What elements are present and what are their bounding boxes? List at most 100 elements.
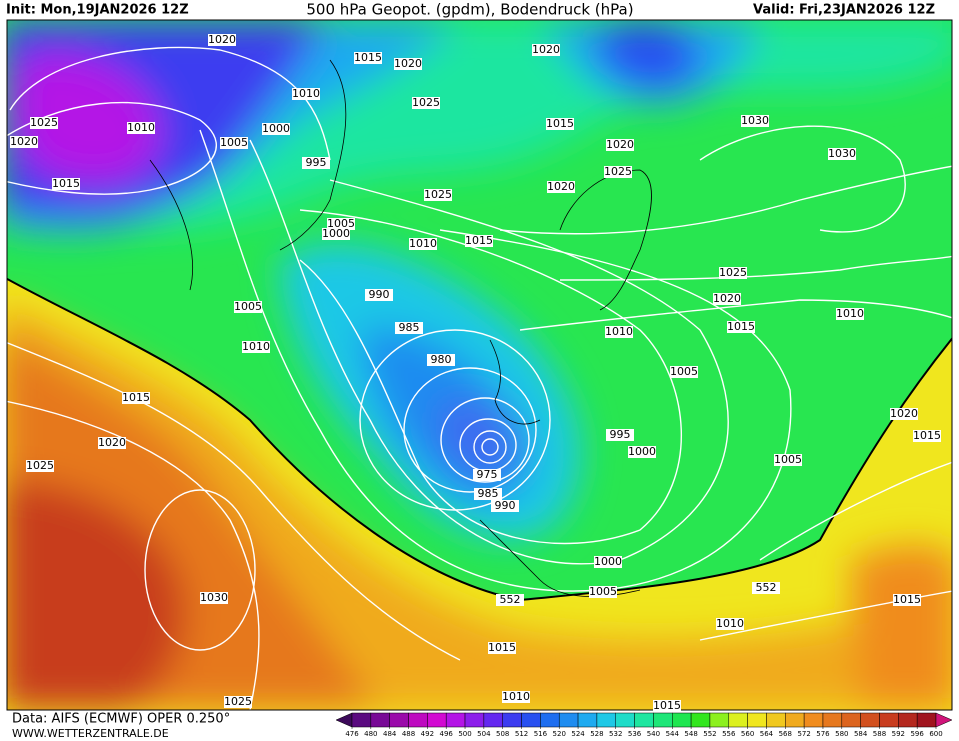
- colorbar-tick-label: 540: [647, 730, 660, 738]
- label-box: [327, 218, 355, 230]
- isobar-label: 1020: [208, 33, 236, 46]
- isobar-label: 1005: [774, 453, 802, 466]
- colorbar-box: [351, 712, 372, 728]
- colorbar-box: [408, 712, 428, 728]
- colorbar-box: [577, 712, 598, 728]
- label-box: [242, 341, 270, 353]
- isobar-label: 552: [756, 581, 777, 594]
- map-frame: [6, 19, 953, 711]
- isobar-label: 975: [477, 468, 498, 481]
- label-box: [606, 429, 634, 441]
- isobar-label: 1005: [589, 585, 617, 598]
- colorbar-tick-label: 556: [722, 730, 736, 738]
- colorbar-box: [841, 712, 861, 728]
- label-box: [488, 642, 516, 654]
- label-box: [409, 238, 437, 250]
- colorbar-box: [483, 712, 503, 728]
- isobar-label: 1020: [10, 135, 38, 148]
- label-box: [491, 500, 519, 512]
- isobars: [7, 46, 952, 710]
- isobar-label: 1030: [828, 147, 856, 160]
- isobar-label: 1030: [741, 114, 769, 127]
- label-box: [719, 267, 747, 279]
- colorbar-box: [785, 712, 805, 728]
- colorbar-tick-label: 504: [477, 730, 491, 738]
- label-box: [473, 469, 501, 481]
- isobar-label: 1000: [594, 555, 622, 568]
- isobar-label: 1025: [30, 116, 58, 129]
- colorbar-box: [596, 712, 616, 728]
- label-box: [893, 594, 921, 606]
- colorbar-tick-label: 508: [496, 730, 509, 738]
- isobar-label: 1030: [200, 591, 228, 604]
- label-box: [713, 293, 741, 305]
- label-box: [496, 594, 524, 606]
- map-field: [7, 20, 952, 710]
- colorbar-tick-label: 600: [929, 730, 942, 738]
- label-box: [220, 137, 248, 149]
- label-box: [670, 366, 698, 378]
- colorbar-tick-label: 568: [779, 730, 792, 738]
- colorbar-tick-label: 532: [609, 730, 622, 738]
- colorbar-box: [728, 712, 748, 728]
- colorbar-box: [747, 712, 767, 728]
- colorbar-box: [672, 712, 692, 728]
- colorbar-tick-label: 488: [402, 730, 415, 738]
- isobar-label: 1025: [604, 165, 632, 178]
- isobar-label: 1015: [546, 117, 574, 130]
- colorbar-box: [464, 712, 485, 728]
- label-box: [394, 58, 422, 70]
- isobar-label: 990: [495, 499, 516, 512]
- isobar-label: 985: [478, 487, 499, 500]
- isobar-label: 1010: [292, 87, 320, 100]
- isobar-label: 1025: [719, 266, 747, 279]
- isobar-label: 980: [431, 353, 452, 366]
- isobar-label: 1015: [354, 51, 382, 64]
- colorbar-box: [540, 712, 560, 728]
- isobar-label: 1015: [488, 641, 516, 654]
- label-box: [727, 321, 755, 333]
- colorbar-end: [335, 712, 353, 728]
- map-title: 500 hPa Geopot. (gpdm), Bodendruck (hPa): [306, 1, 633, 19]
- label-box: [836, 308, 864, 320]
- colorbar-box: [615, 712, 635, 728]
- colorbar-tick-label: 500: [458, 730, 471, 738]
- colorbar-box: [898, 712, 918, 728]
- label-box: [208, 34, 236, 46]
- isobar-label: 1025: [412, 96, 440, 109]
- colorbar-box: [370, 712, 390, 728]
- label-box: [474, 488, 502, 500]
- init-time: Init: Mon,19JAN2026 12Z: [6, 3, 189, 18]
- colorbar-tick-label: 596: [910, 730, 924, 738]
- colorbar-box: [822, 712, 843, 728]
- colorbar-tick-label: 484: [383, 730, 397, 738]
- isobar-label: 1010: [409, 237, 437, 250]
- colorbar-tick-label: 524: [571, 730, 585, 738]
- colorbar-tick-label: 564: [760, 730, 774, 738]
- colorbar-tick-label: 592: [892, 730, 905, 738]
- isobar-label: 1020: [98, 436, 126, 449]
- isobar-label: 1020: [532, 43, 560, 56]
- colorbar-tick-label: 496: [440, 730, 454, 738]
- isobar-label: 1020: [547, 180, 575, 193]
- label-box: [52, 178, 80, 190]
- label-box: [224, 696, 252, 708]
- isobar-label: 552: [500, 593, 521, 606]
- colorbar-box: [803, 712, 824, 728]
- isobar-label: 1015: [727, 320, 755, 333]
- valid-time: Valid: Fri,23JAN2026 12Z: [753, 3, 935, 18]
- colorbar-tick-label: 552: [703, 730, 716, 738]
- colorbar-tick-label: 520: [553, 730, 566, 738]
- label-box: [653, 700, 681, 712]
- colorbar-tick-label: 476: [345, 730, 359, 738]
- isobar-label: 1025: [424, 188, 452, 201]
- isobar-label: 1015: [465, 234, 493, 247]
- label-box: [234, 301, 262, 313]
- label-box: [427, 354, 455, 366]
- isobar-label: 1005: [234, 300, 262, 313]
- label-box: [594, 556, 622, 568]
- colorbar-tick-label: 528: [590, 730, 603, 738]
- label-box: [354, 52, 382, 64]
- label-box: [424, 189, 452, 201]
- isobar-label: 990: [369, 288, 390, 301]
